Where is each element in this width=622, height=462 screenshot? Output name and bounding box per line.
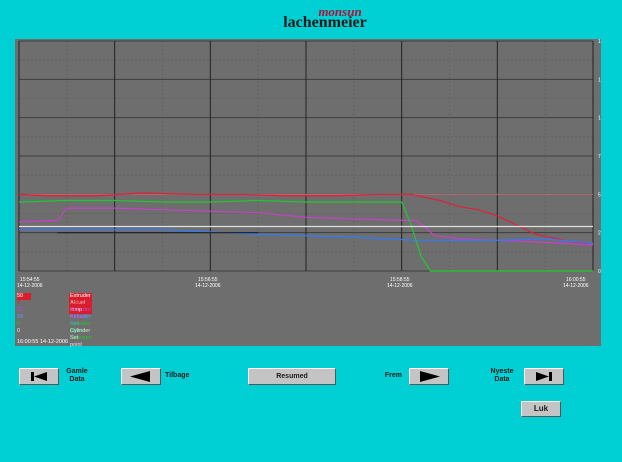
back-label: Tilbage — [165, 372, 190, 379]
oldest-data-label: Gamle Data — [66, 368, 88, 383]
legend-timestamp: 16:00:55 14-12-2006 — [17, 339, 69, 345]
legend-series-name: Extruder Aktuel temp — [69, 293, 92, 314]
resumed-button[interactable]: Resumed — [248, 368, 336, 385]
y-tick-label: 125 — [598, 77, 601, 83]
legend-panel: 50 Extruder Aktuel temp 0 Extruder Set p… — [15, 291, 601, 348]
legend-value: 0 — [17, 328, 21, 334]
x-tick-time: 15:54:55 — [20, 277, 40, 283]
legend-value: 32 — [17, 307, 24, 313]
x-tick-label: 15:58:55 14-12-2006 — [387, 277, 413, 289]
legend-series-name: Kebeder Set point — [70, 314, 91, 334]
x-tick-time: 15:58:55 — [390, 277, 410, 283]
x-tick-time: 15:56:55 — [198, 277, 218, 283]
legend-value: 24 — [17, 314, 24, 320]
trend-chart: 150 125 100 75 50 25 0 — [18, 39, 601, 275]
series-line — [19, 229, 594, 244]
y-tick-label: 75 — [598, 154, 601, 160]
legend-series-name: Kebeder Aktuel temp — [70, 307, 91, 327]
y-tick-label: 50 — [598, 192, 601, 198]
legend-series-name: Extruder Set point — [70, 300, 91, 320]
skip-to-start-icon — [31, 372, 47, 381]
forward-label: Frem — [384, 372, 402, 379]
legend-series-name: Cylinder Aktuel Pressure — [70, 321, 93, 341]
series-line — [18, 199, 593, 272]
logo-top-text: monsun — [318, 4, 362, 19]
trend-chart-panel: 150 125 100 75 50 25 0 15:54:55 14-12-2006 15:… — [15, 39, 601, 291]
arrow-right-icon — [420, 371, 440, 382]
arrow-left-icon — [130, 371, 150, 382]
y-tick-label: 25 — [598, 231, 601, 237]
series-line — [18, 192, 594, 246]
forward-button[interactable] — [409, 368, 449, 385]
legend-series-name: Cylinder Set point — [70, 328, 91, 348]
x-tick-date: 14-12-2006 — [387, 283, 413, 289]
legend-value: 0 — [17, 321, 21, 327]
x-tick-time: 16:00:55 — [566, 277, 586, 283]
newest-data-label: Nyeste Data — [490, 368, 514, 383]
x-tick-date: 14-12-2006 — [563, 283, 589, 289]
y-tick-label: 150 — [598, 39, 601, 45]
legend-value: 0 — [17, 300, 21, 306]
y-tick-label: 0 — [598, 269, 601, 275]
back-button[interactable] — [121, 368, 161, 385]
x-tick-label: 16:00:55 14-12-2006 — [563, 277, 589, 289]
close-button[interactable]: Luk — [521, 401, 561, 417]
x-tick-date: 14-12-2006 — [195, 283, 221, 289]
x-tick-label: 15:54:55 14-12-2006 — [17, 277, 43, 289]
lachenmeier-logo: monsun lachenmeier — [270, 5, 380, 31]
logo-bottom-text: lachenmeier — [283, 14, 367, 31]
newest-data-button[interactable] — [524, 368, 564, 385]
oldest-data-button[interactable] — [19, 368, 59, 385]
x-tick-date: 14-12-2006 — [17, 283, 43, 289]
skip-to-end-icon — [536, 372, 552, 381]
series-line — [18, 207, 594, 246]
y-tick-label: 100 — [598, 116, 601, 122]
x-tick-label: 15:56:55 14-12-2006 — [195, 277, 221, 289]
legend-value: 50 — [17, 293, 31, 300]
